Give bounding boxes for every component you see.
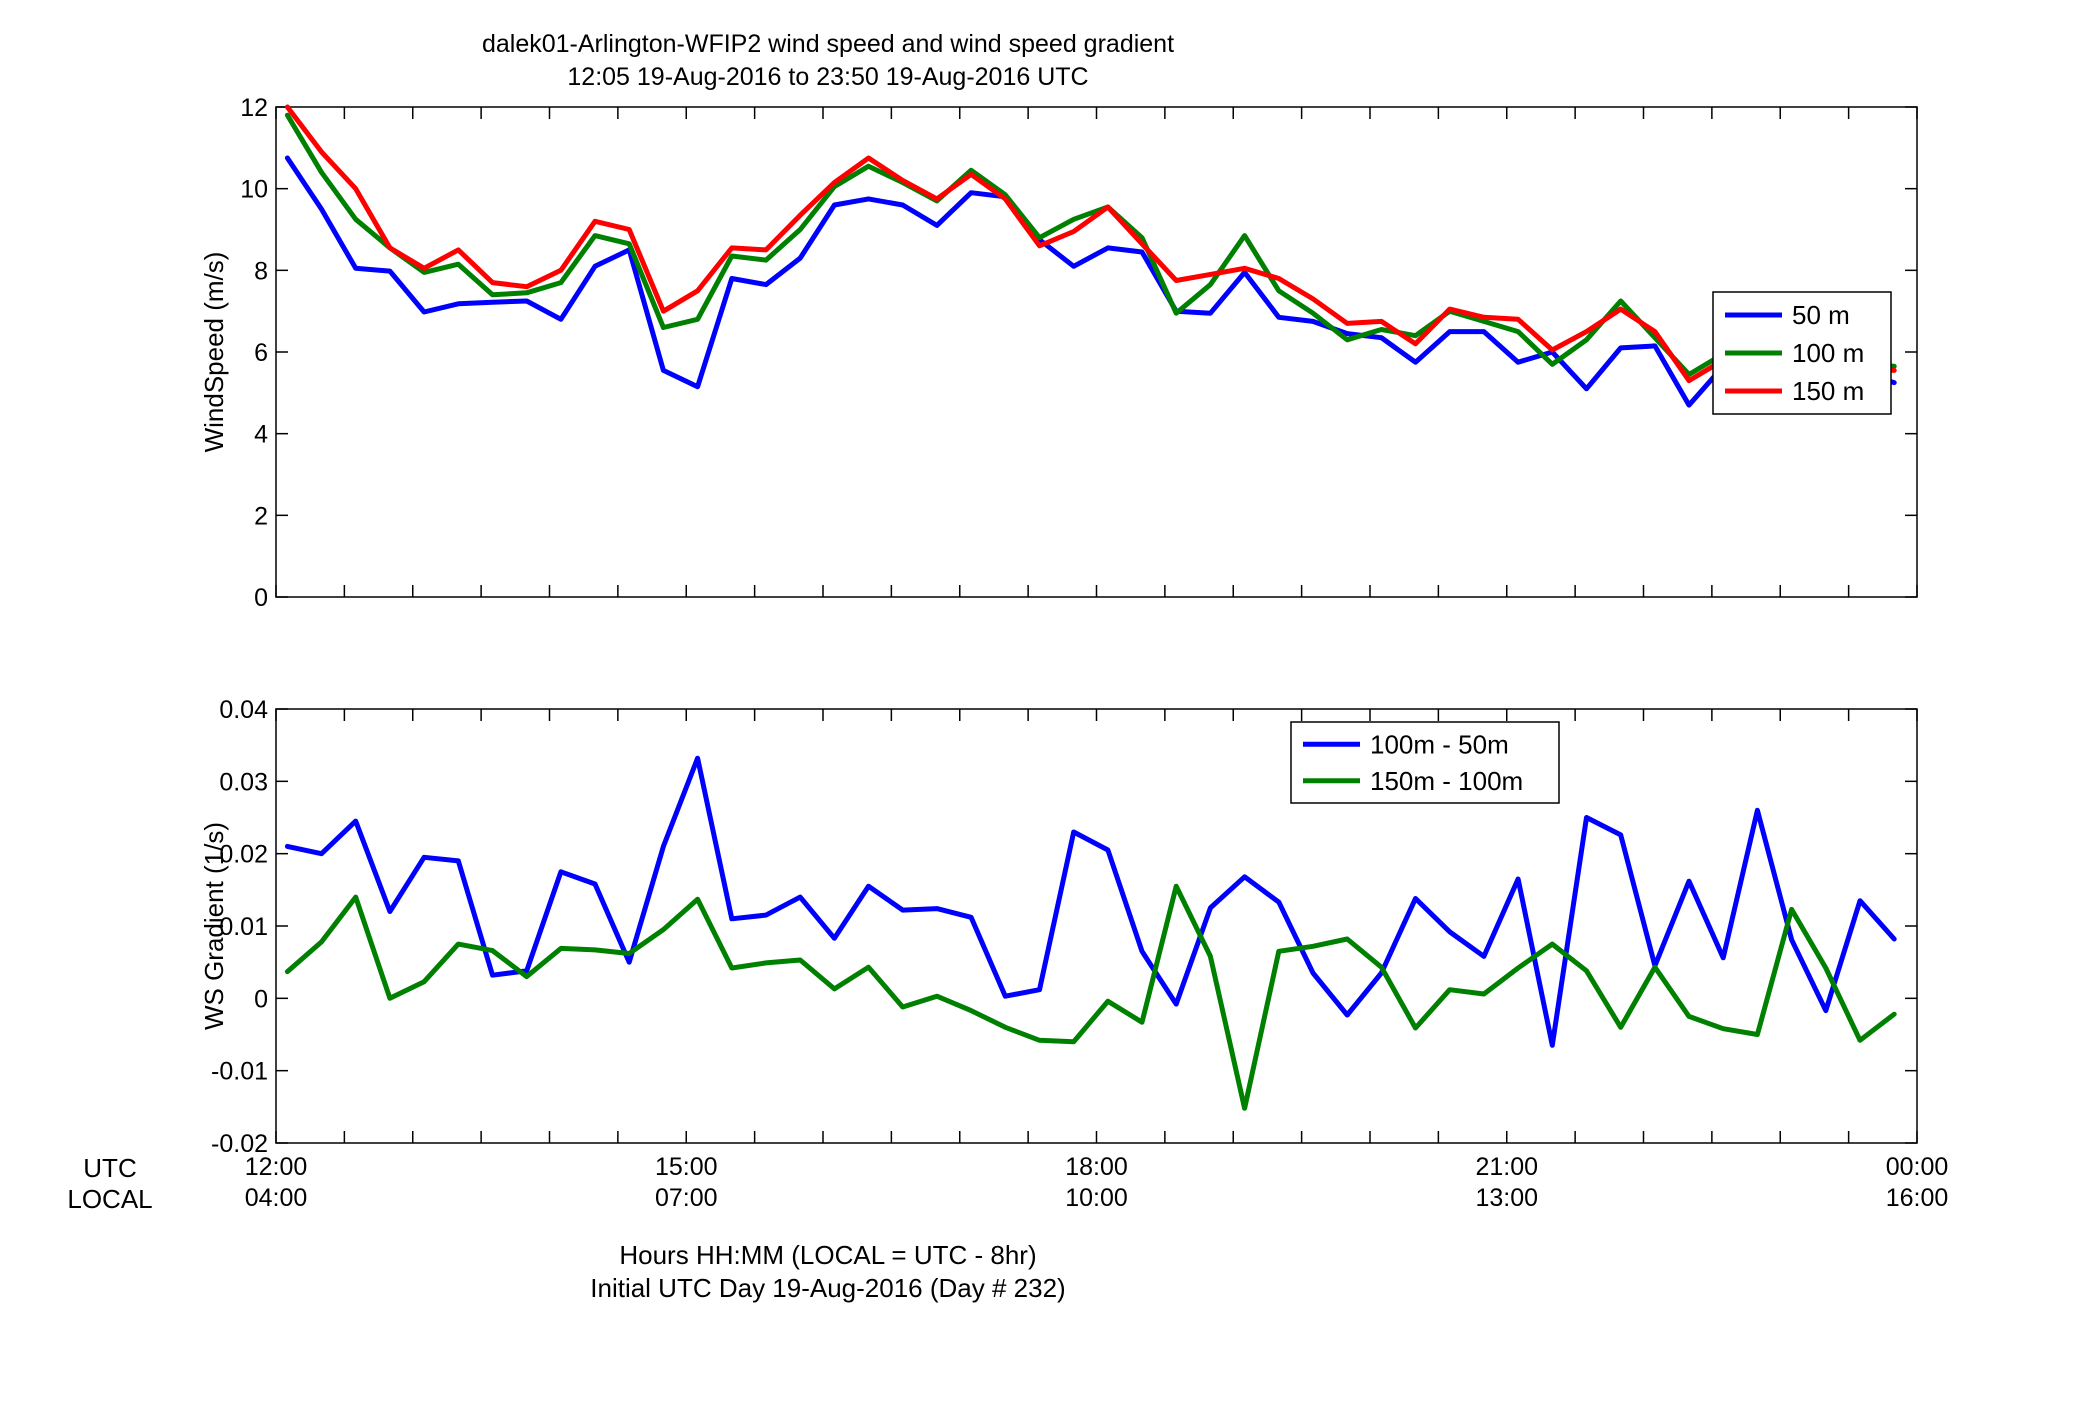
y-tick-label: 10 (240, 176, 268, 204)
series-line (284, 104, 1897, 384)
y-tick-label: 12 (240, 94, 268, 122)
y-tick-label: 0 (254, 584, 268, 612)
y-tick-label: 4 (254, 421, 268, 449)
series-line (284, 155, 1897, 408)
series-line (284, 112, 1897, 377)
y-tick-label: 6 (254, 339, 268, 367)
y-tick-label: 0.02 (219, 841, 268, 869)
x-tick-label-local: 04:00 (245, 1184, 308, 1212)
legend-label: 100 m (1792, 338, 1864, 368)
legend-label: 50 m (1792, 300, 1850, 330)
y-tick-label: 0.01 (219, 913, 268, 941)
y-tick-label: 0 (254, 985, 268, 1013)
legend-label: 150 m (1792, 376, 1864, 406)
y-tick-label: 8 (254, 257, 268, 285)
x-axis-label-line1: Hours HH:MM (LOCAL = UTC - 8hr) (619, 1240, 1036, 1270)
y-tick-label: 2 (254, 502, 268, 530)
local-row-label: LOCAL (67, 1184, 152, 1214)
x-tick-label-local: 16:00 (1886, 1184, 1949, 1212)
x-tick-label-utc: 21:00 (1475, 1153, 1538, 1181)
chart-title-line1: dalek01-Arlington-WFIP2 wind speed and w… (482, 30, 1174, 58)
y-axis-label: WindSpeed (m/s) (199, 252, 229, 453)
gradient-panel: -0.02 -0.01 0 0.01 0.02 0.03 0.04 WS Gradient (… (199, 696, 1918, 1158)
legend-box (1290, 721, 1560, 804)
x-tick-label-local: 07:00 (655, 1184, 718, 1212)
x-tick-label-utc: 15:00 (655, 1153, 718, 1181)
y-axis-label: WS Gradient (1/s) (199, 822, 229, 1030)
y-tick-label: 0.03 (219, 768, 268, 796)
x-tick-label-utc: 18:00 (1065, 1153, 1128, 1181)
utc-row-label: UTC (83, 1153, 136, 1183)
x-tick-label-utc: 12:00 (245, 1153, 308, 1181)
x-tick-label-local: 13:00 (1475, 1184, 1538, 1212)
x-tick-label-local: 10:00 (1065, 1184, 1128, 1212)
x-axis-label-line2: Initial UTC Day 19-Aug-2016 (Day # 232) (590, 1273, 1065, 1303)
series-line (284, 755, 1897, 1048)
y-tick-label: -0.01 (211, 1058, 268, 1086)
legend-label: 150m - 100m (1370, 766, 1523, 796)
chart-title-line2: 12:05 19-Aug-2016 to 23:50 19-Aug-2016 U… (567, 63, 1088, 91)
y-tick-label: -0.02 (211, 1130, 268, 1158)
y-tick-label: 0.04 (219, 696, 268, 724)
windspeed-panel: 0 2 4 6 8 10 12 WindSpeed (m/s) 50 m 100 m 150 m (199, 94, 1918, 612)
series-line (284, 883, 1897, 1111)
legend-label: 100m - 50m (1370, 729, 1509, 759)
time-axis-labels: 12:00 04:00 15:00 07:00 18:00 10:00 21:00 13:00… (245, 1153, 1949, 1212)
x-tick-label-utc: 00:00 (1886, 1153, 1949, 1181)
